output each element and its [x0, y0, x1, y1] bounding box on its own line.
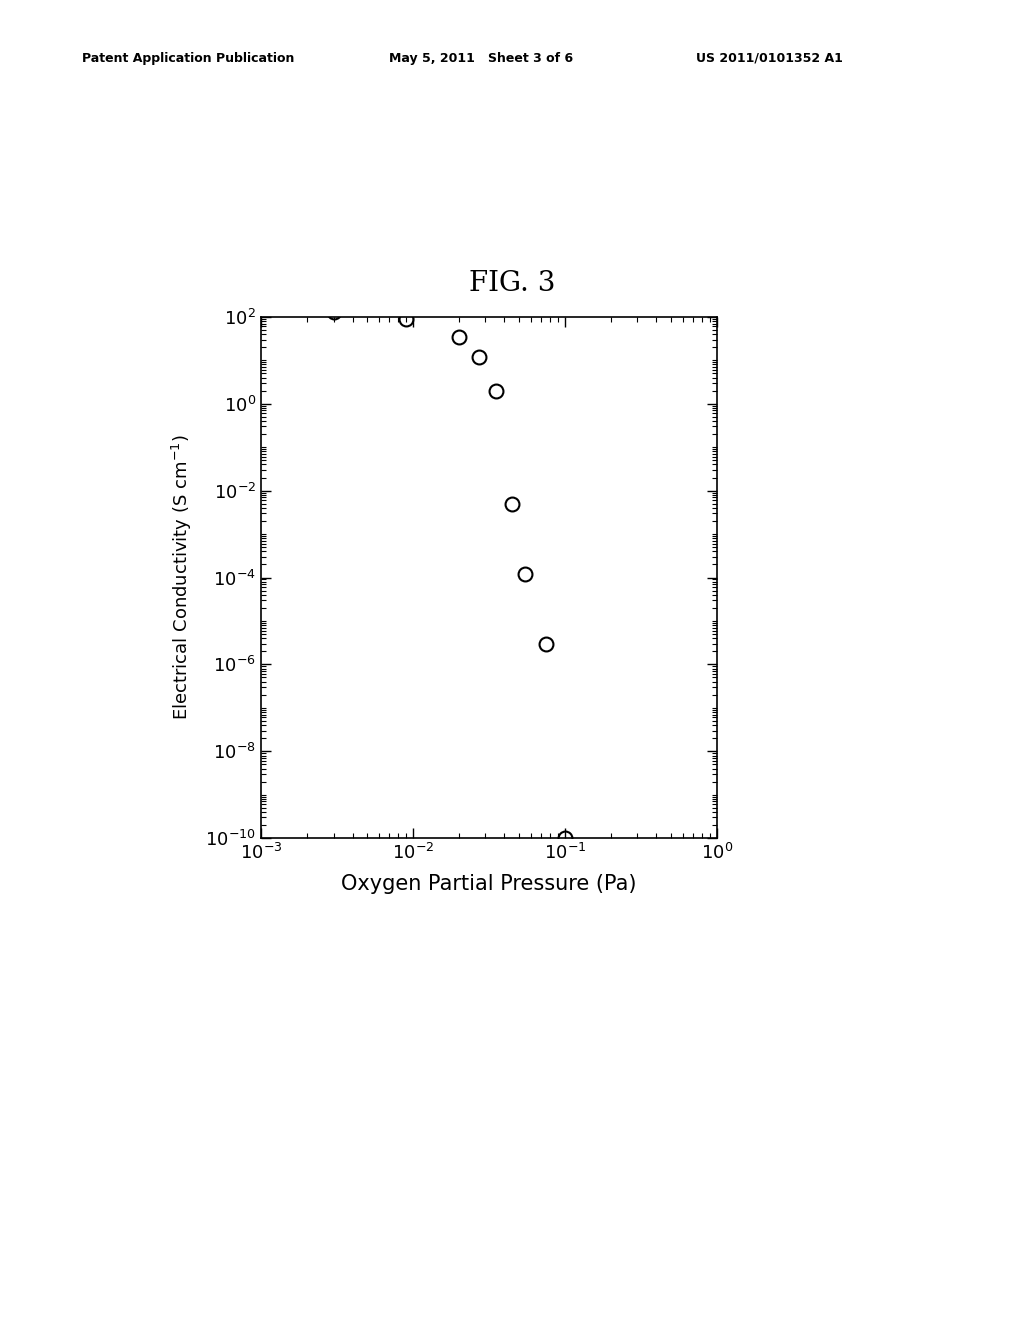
- Text: US 2011/0101352 A1: US 2011/0101352 A1: [696, 51, 843, 65]
- Text: May 5, 2011   Sheet 3 of 6: May 5, 2011 Sheet 3 of 6: [389, 51, 573, 65]
- Y-axis label: Electrical Conductivity (S cm$^{-1}$): Electrical Conductivity (S cm$^{-1}$): [170, 434, 195, 721]
- Text: Patent Application Publication: Patent Application Publication: [82, 51, 294, 65]
- X-axis label: Oxygen Partial Pressure (Pa): Oxygen Partial Pressure (Pa): [341, 874, 637, 894]
- Text: FIG. 3: FIG. 3: [469, 271, 555, 297]
